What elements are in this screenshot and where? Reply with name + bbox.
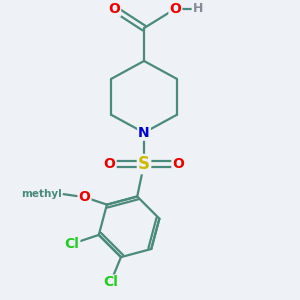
Text: methyl: methyl [21, 189, 62, 199]
Text: H: H [193, 2, 203, 15]
Text: O: O [79, 190, 90, 204]
Text: S: S [138, 155, 150, 173]
Text: O: O [169, 2, 181, 16]
Text: O: O [172, 157, 184, 171]
Text: O: O [108, 2, 120, 16]
Text: Cl: Cl [103, 275, 118, 290]
Text: N: N [138, 126, 150, 140]
Text: O: O [104, 157, 116, 171]
Text: Cl: Cl [64, 237, 79, 251]
